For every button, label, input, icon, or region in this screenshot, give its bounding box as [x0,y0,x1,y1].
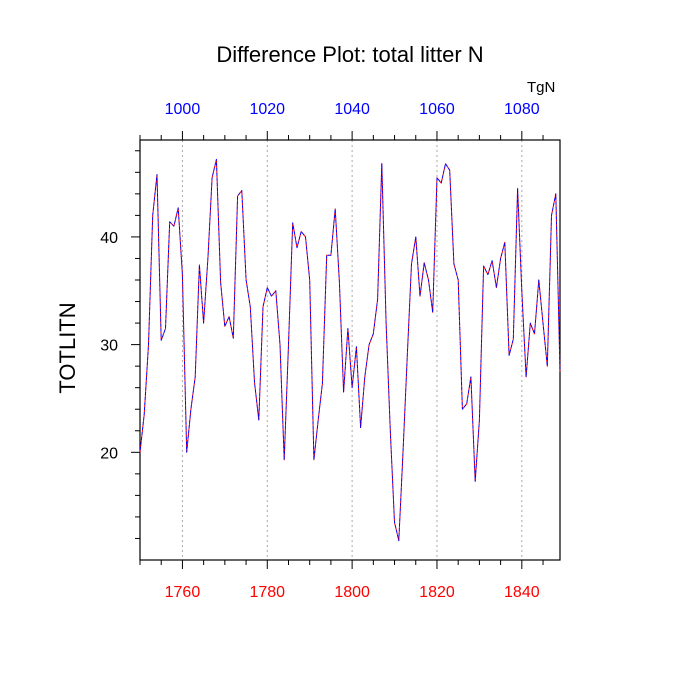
x-top-tick-label: 1060 [419,101,455,118]
x-bottom-tick-label: 1780 [249,584,285,601]
x-top-tick-label: 1040 [334,101,370,118]
units-label: TgN [527,79,556,96]
x-bottom-tick-label: 1760 [165,584,201,601]
x-top-tick-label: 1020 [249,101,285,118]
x-bottom-tick-label: 1840 [504,584,540,601]
series-line-series-2 [139,158,561,542]
x-top-tick-label: 1000 [165,101,201,118]
x-bottom-tick-label: 1800 [334,584,370,601]
series-line-series-1 [139,158,561,542]
x-top-tick-label: 1080 [504,101,540,118]
y-tick-label: 40 [100,230,118,247]
plot-frame [139,139,561,561]
x-bottom-tick-label: 1820 [419,584,455,601]
y-tick-label: 30 [100,338,118,355]
y-tick-label: 20 [100,445,118,462]
chart-title: Difference Plot: total litter N [216,42,484,67]
